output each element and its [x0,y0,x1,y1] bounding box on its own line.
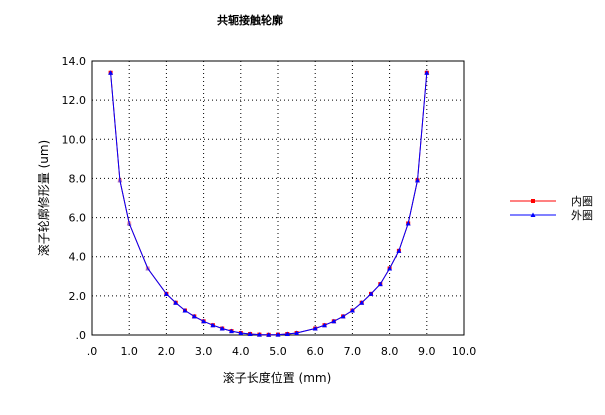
y-tick-label: 8.0 [69,172,87,185]
grid [92,61,464,335]
data-point [145,265,151,271]
data-point [182,308,188,313]
data-point [377,281,383,287]
series-2 [108,70,430,337]
x-tick-label: 8.0 [381,345,399,358]
x-tick-label: 1.0 [120,345,138,358]
data-point [266,332,272,337]
x-axis-label: 滚子长度位置 (mm) [223,370,332,385]
data-point [312,326,318,331]
data-point [396,248,402,253]
chart-title: 共轭接触轮廓 [217,13,283,27]
data-point [247,331,253,337]
data-point [191,313,197,319]
legend-label: 外圈 [571,209,593,222]
data-point [163,291,169,296]
x-tick-label: 6.0 [306,345,324,358]
x-tick-label: 4.0 [232,345,250,358]
x-tick-label: 3.0 [195,345,213,358]
data-point [405,220,411,226]
data-point [126,220,132,226]
x-tick-label: 7.0 [344,345,362,358]
y-tick-label: .0 [76,329,87,342]
data-point [368,291,374,296]
data-point [387,265,393,271]
y-tick-label: 12.0 [62,94,87,107]
y-tick-label: 4.0 [69,251,87,264]
data-point [256,332,262,337]
data-point [275,332,281,337]
y-tick-label: 10.0 [62,133,87,146]
data-point [238,330,244,336]
data-point [322,322,327,328]
data-point [331,318,337,324]
legend-marker [531,199,535,203]
data-point [108,70,114,75]
data-point [219,326,225,331]
data-point [201,318,207,324]
x-tick-label: 5.0 [269,345,287,358]
data-point [415,177,420,183]
legend-marker [530,212,536,217]
data-point [210,322,216,328]
y-tick-label: 2.0 [69,290,87,303]
x-tick-label: 10.0 [452,345,477,358]
y-tick-labels: .0 2.0 4.0 6.0 8.0 10.0 12.0 14.0 [62,55,87,342]
data-point [173,300,179,305]
series-group [108,70,430,337]
x-tick-label: 2.0 [158,345,176,358]
data-point [349,308,355,313]
x-tick-label: .0 [87,345,98,358]
series-1 [108,70,429,337]
y-tick-label: 6.0 [69,212,87,225]
data-point [424,70,430,75]
y-axis-label: 滚子轮廓修形量 (um) [36,140,51,256]
legend-label: 内圈 [571,194,593,208]
y-tick-label: 14.0 [62,55,87,68]
data-point [340,313,346,319]
data-point [229,328,234,334]
data-point [294,330,300,336]
data-point [284,331,290,337]
data-point [359,300,365,305]
x-tick-labels: .0 1.0 2.0 3.0 4.0 5.0 6.0 7.0 8.0 9.0 10.0 [87,345,477,358]
data-point [117,177,123,183]
x-tick-label: 9.0 [418,345,436,358]
